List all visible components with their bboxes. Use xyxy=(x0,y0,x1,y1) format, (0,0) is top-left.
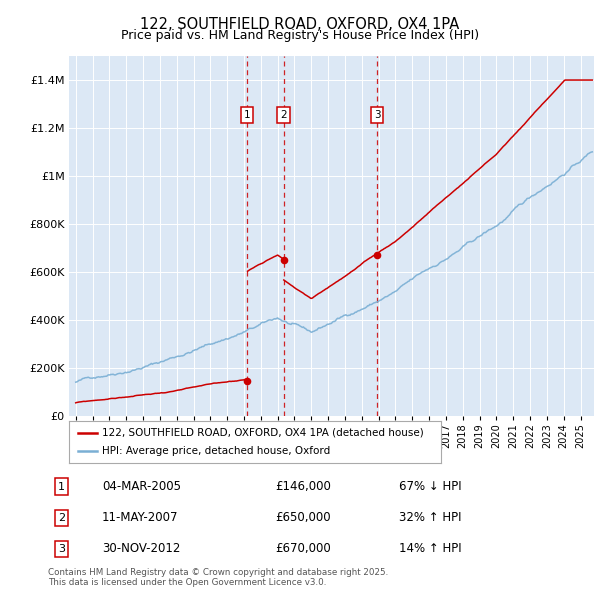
Text: £650,000: £650,000 xyxy=(275,511,331,525)
Text: Price paid vs. HM Land Registry's House Price Index (HPI): Price paid vs. HM Land Registry's House … xyxy=(121,30,479,42)
Text: 3: 3 xyxy=(58,544,65,554)
Text: Contains HM Land Registry data © Crown copyright and database right 2025.
This d: Contains HM Land Registry data © Crown c… xyxy=(48,568,388,587)
Text: 04-MAR-2005: 04-MAR-2005 xyxy=(102,480,181,493)
Text: 122, SOUTHFIELD ROAD, OXFORD, OX4 1PA (detached house): 122, SOUTHFIELD ROAD, OXFORD, OX4 1PA (d… xyxy=(103,428,424,438)
Text: 122, SOUTHFIELD ROAD, OXFORD, OX4 1PA: 122, SOUTHFIELD ROAD, OXFORD, OX4 1PA xyxy=(140,17,460,32)
Text: £670,000: £670,000 xyxy=(275,542,331,555)
Text: 1: 1 xyxy=(58,481,65,491)
Text: 2: 2 xyxy=(58,513,65,523)
Text: 3: 3 xyxy=(374,110,380,120)
Text: 32% ↑ HPI: 32% ↑ HPI xyxy=(399,511,461,525)
Text: 1: 1 xyxy=(244,110,250,120)
Text: 2: 2 xyxy=(280,110,287,120)
Text: HPI: Average price, detached house, Oxford: HPI: Average price, detached house, Oxfo… xyxy=(103,446,331,456)
Text: 30-NOV-2012: 30-NOV-2012 xyxy=(102,542,181,555)
Text: 67% ↓ HPI: 67% ↓ HPI xyxy=(399,480,461,493)
Text: 11-MAY-2007: 11-MAY-2007 xyxy=(102,511,179,525)
Text: £146,000: £146,000 xyxy=(275,480,331,493)
Text: 14% ↑ HPI: 14% ↑ HPI xyxy=(399,542,461,555)
